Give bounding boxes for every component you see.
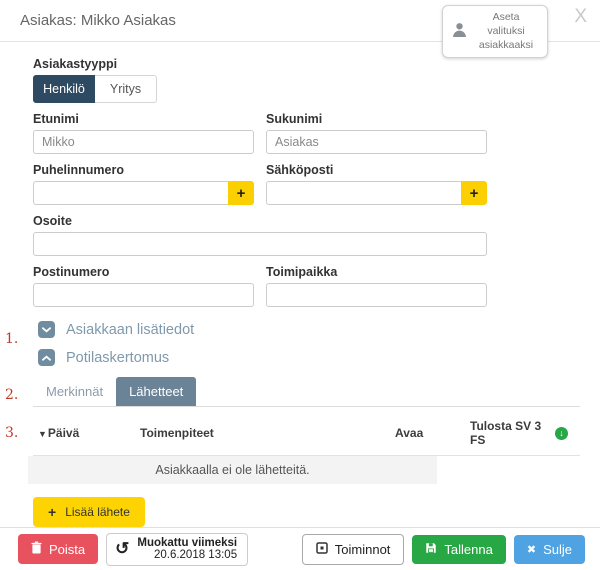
actions-button[interactable]: Toiminnot <box>301 533 405 565</box>
download-circle-icon[interactable]: ↓ <box>555 426 568 440</box>
modal-body: Asiakastyyppi Henkilö Yritys Etunimi Suk… <box>0 42 600 570</box>
column-toimenpiteet[interactable]: Toimenpiteet <box>140 426 214 440</box>
etunimi-field[interactable] <box>33 130 254 154</box>
plus-icon: + <box>48 504 57 520</box>
section-label: Potilaskertomus <box>66 349 170 366</box>
puhelinnumero-label: Puhelinnumero <box>33 163 124 177</box>
sukunimi-label: Sukunimi <box>266 112 323 126</box>
add-referral-label: Lisää lähete <box>65 505 130 519</box>
customer-type-henkilo[interactable]: Henkilö <box>33 75 95 103</box>
section-label: Asiakkaan lisätiedot <box>66 321 195 338</box>
annotation-2: 2. <box>5 387 19 403</box>
actions-icon <box>316 541 328 557</box>
section-asiakkaan-lisatiedot[interactable]: Asiakkaan lisätiedot <box>38 321 194 338</box>
add-referral-button[interactable]: + Lisää lähete <box>33 497 145 527</box>
sukunimi-field[interactable] <box>266 130 487 154</box>
save-button[interactable]: Tallenna <box>412 534 506 564</box>
download-arrow-glyph: ↓ <box>559 428 564 438</box>
actions-button-label: Toiminnot <box>334 541 391 557</box>
osoite-label: Osoite <box>33 214 72 228</box>
last-modified-timestamp: 20.6.2018 13:05 <box>153 549 238 561</box>
section-potilaskertomus[interactable]: Potilaskertomus <box>38 349 169 366</box>
set-selected-customer-label: Aseta valituksi asiakkaaksi <box>478 11 534 52</box>
person-icon <box>452 22 467 40</box>
tab-merkinnat[interactable]: Merkinnät <box>46 384 104 399</box>
customer-type-yritys[interactable]: Yritys <box>95 75 157 103</box>
annotation-1: 1. <box>5 331 19 347</box>
save-icon <box>425 542 437 557</box>
set-selected-customer-button[interactable]: Aseta valituksi asiakkaaksi <box>442 5 548 58</box>
cross-icon: ✖ <box>526 543 537 556</box>
toimipaikka-label: Toimipaikka <box>266 265 338 279</box>
toimipaikka-field[interactable] <box>266 283 487 307</box>
customer-type-toggle: Henkilö Yritys <box>33 75 157 103</box>
modal-footer: Poista ↺ Muokattu viimeksi 20.6.2018 13:… <box>0 527 600 570</box>
add-phone-button[interactable]: + <box>228 181 254 205</box>
last-modified-box: ↺ Muokattu viimeksi 20.6.2018 13:05 <box>106 532 249 566</box>
sahkoposti-label: Sähköposti <box>266 163 334 177</box>
puhelinnumero-field[interactable] <box>33 181 228 205</box>
chevron-down-icon[interactable] <box>38 321 55 338</box>
column-tulosta-sv3fs: Tulosta SV 3 FS <box>470 419 542 447</box>
sort-descending-icon: ▼ <box>38 429 47 439</box>
referral-tabs: Merkinnät Lähetteet <box>33 377 580 407</box>
chevron-up-icon[interactable] <box>38 349 55 366</box>
save-button-label: Tallenna <box>444 541 493 557</box>
empty-referrals-message: Asiakkaalla ei ole lähetteitä. <box>28 456 437 484</box>
annotation-3: 3. <box>5 425 19 441</box>
column-paiva[interactable]: ▼Päivä <box>38 426 80 440</box>
column-avaa: Avaa <box>395 426 424 440</box>
add-email-button[interactable]: + <box>461 181 487 205</box>
osoite-field[interactable] <box>33 232 487 256</box>
referrals-table-header: ▼Päivä Toimenpiteet Avaa Tulosta SV 3 FS… <box>33 407 580 456</box>
customer-type-label: Asiakastyyppi <box>33 57 118 71</box>
modal-header: Asiakas: Mikko Asiakas Aseta valituksi a… <box>0 0 600 58</box>
delete-button-label: Poista <box>49 541 86 557</box>
close-button-label: Sulje <box>543 541 572 557</box>
sahkoposti-field[interactable] <box>266 181 461 205</box>
etunimi-label: Etunimi <box>33 112 79 126</box>
delete-button[interactable]: Poista <box>18 534 99 564</box>
close-button[interactable]: ✖ Sulje <box>513 534 585 564</box>
history-icon: ↺ <box>115 539 130 558</box>
page-title: Asiakas: Mikko Asiakas <box>20 12 176 29</box>
trash-icon <box>31 541 42 557</box>
postinumero-label: Postinumero <box>33 265 110 279</box>
last-modified-label: Muokattu viimeksi <box>137 537 238 549</box>
postinumero-field[interactable] <box>33 283 254 307</box>
close-icon[interactable]: X <box>574 6 587 27</box>
tab-lahetteet[interactable]: Lähetteet <box>116 377 197 406</box>
